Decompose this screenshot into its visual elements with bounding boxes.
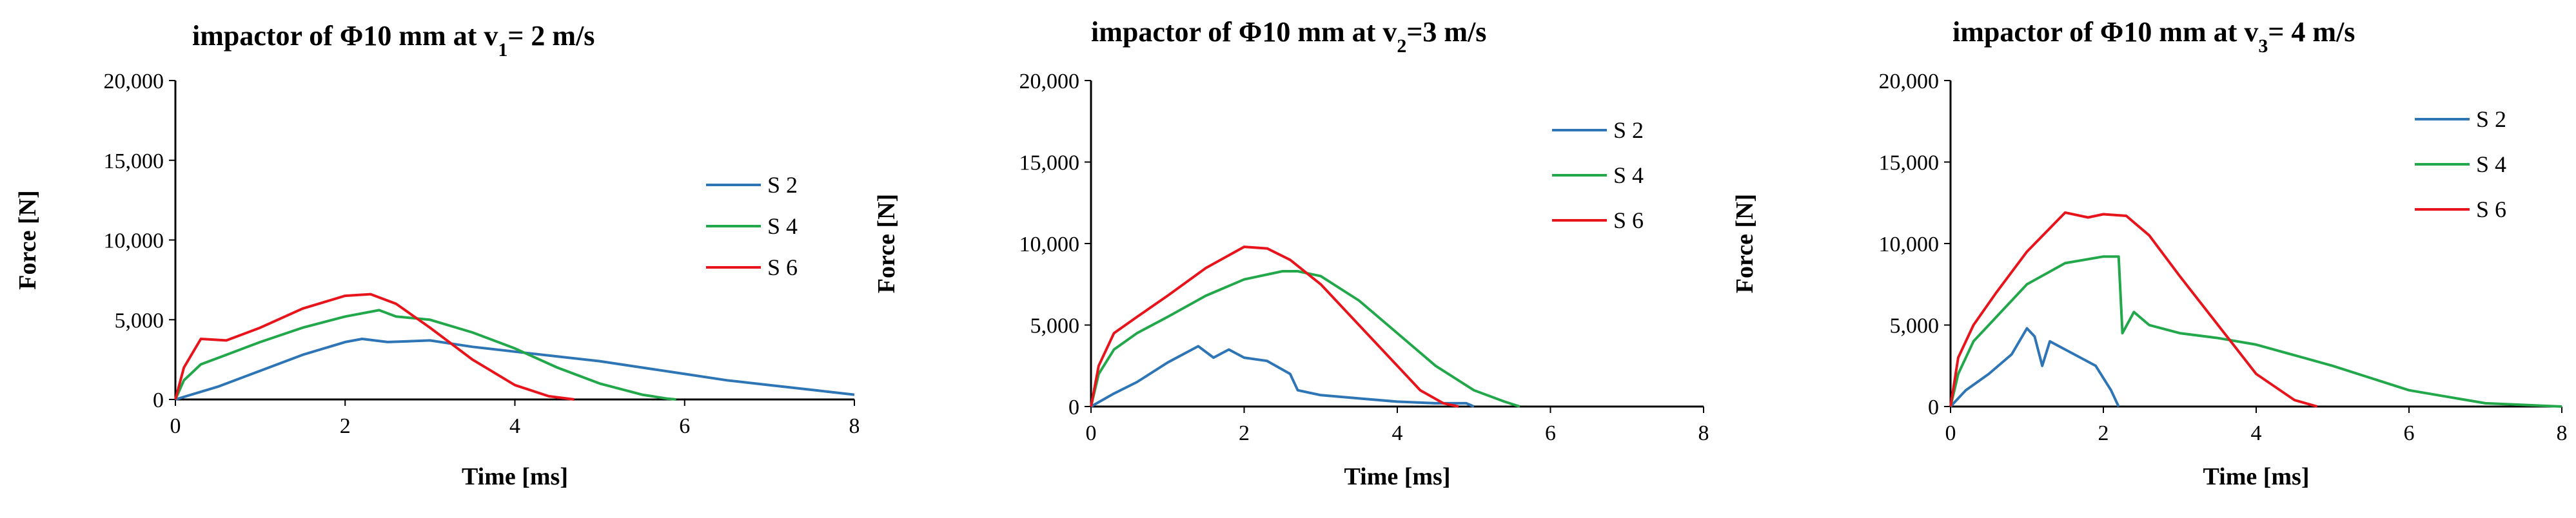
x-tick-label: 8 [849,414,860,438]
y-tick-label: 0 [1068,396,1079,419]
y-tick-label: 10,000 [1879,233,1940,256]
chart-panel-v1: impactor of Φ10 mm at v1= 2 m/s 0 5,000 10,… [0,0,860,515]
y-tick-label: 15,000 [1879,151,1940,175]
chart-v2: impactor of Φ10 mm at v2=3 m/s05,00010,0… [873,16,1709,490]
legend-label: S 2 [1613,117,1644,143]
chart-v3: impactor of Φ10 mm at v3= 4 m/s 0 5,000 10,… [1731,16,2568,490]
series-line-s2 [1090,345,1475,408]
x-axis-label: Time [ms] [2203,463,2310,490]
legend-label: S 2 [2476,106,2506,132]
chart-title: impactor of Φ10 mm at v3= 4 m/s [1952,16,2355,57]
x-tick-label: 8 [2557,421,2568,445]
y-axis-label: Force [N] [873,194,900,293]
chart-title-subscript: 1 [498,39,507,61]
legend-label: S 6 [1613,207,1644,233]
x-tick-label: 8 [1698,421,1709,445]
x-tick-label: 2 [1239,421,1250,445]
chart-panel-v3: impactor of Φ10 mm at v3= 4 m/s 0 5,000 10,… [1717,0,2576,515]
y-tick-label: 0 [1928,396,1939,419]
chart-title-main: impactor of Φ10 mm at v [1952,16,2258,48]
series-line-s6 [1949,211,2318,408]
series-line-s2 [175,338,855,401]
y-tick-label: 5,000 [1030,314,1080,338]
x-tick-label: 4 [509,414,520,438]
series-line-s6 [1090,245,1459,408]
legend-label: S 4 [767,213,798,239]
y-tick-label: 20,000 [1019,70,1080,93]
chart-v1: impactor of Φ10 mm at v1= 2 m/s 0 5,000 10,… [14,20,860,490]
x-tick-label: 0 [1086,421,1097,445]
legend-label: S 6 [767,254,798,280]
chart-title-main: impactor of Φ10 mm at v [192,20,498,52]
y-tick-label: 10,000 [104,229,164,253]
chart-title-suffix: = 4 m/s [2268,16,2355,48]
chart-title-subscript: 3 [2258,35,2268,57]
legend-label: S 2 [767,172,798,198]
series-line-s4 [1090,270,1520,408]
series-line-s6 [174,293,575,401]
y-axis-label: Force [N] [14,190,41,289]
chart-title: impactor of Φ10 mm at v1= 2 m/s [192,20,595,61]
y-tick-label: 10,000 [1019,233,1080,256]
y-tick-label: 5,000 [1890,314,1940,338]
legend-label: S 4 [2476,151,2506,177]
y-tick-label: 15,000 [1019,151,1080,175]
x-tick-label: 0 [170,414,181,438]
chart-panel-v2: impactor of Φ10 mm at v2=3 m/s 0 5,000 10,0… [859,0,1717,515]
x-tick-label: 6 [2404,421,2415,445]
series-line-s4 [1949,255,2562,408]
x-tick-label: 2 [2098,421,2109,445]
x-tick-label: 0 [1945,421,1956,445]
y-tick-label: 15,000 [104,149,164,173]
chart-title: impactor of Φ10 mm at v2=3 m/s [1091,16,1486,57]
chart-title-suffix: =3 m/s [1406,16,1486,48]
y-tick-label: 5,000 [115,309,164,332]
y-axis-label: Force [N] [1731,194,1758,293]
x-tick-label: 4 [2251,421,2262,445]
y-tick-label: 0 [153,388,164,412]
series-line-s2 [1949,327,2120,408]
y-tick-label: 20,000 [104,70,164,93]
series-line-s4 [174,309,676,401]
x-axis-label: Time [ms] [1344,463,1451,490]
y-tick-label: 20,000 [1879,70,1940,93]
legend-label: S 4 [1613,162,1644,188]
x-axis-label: Time [ms] [462,463,568,490]
x-tick-label: 2 [340,414,351,438]
x-tick-label: 6 [1545,421,1556,445]
x-tick-label: 6 [679,414,690,438]
chart-title-suffix: = 2 m/s [507,20,595,52]
chart-title-main: impactor of Φ10 mm at v [1091,16,1397,48]
chart-title-subscript: 2 [1397,35,1406,57]
legend-label: S 6 [2476,197,2506,222]
x-tick-label: 4 [1392,421,1403,445]
